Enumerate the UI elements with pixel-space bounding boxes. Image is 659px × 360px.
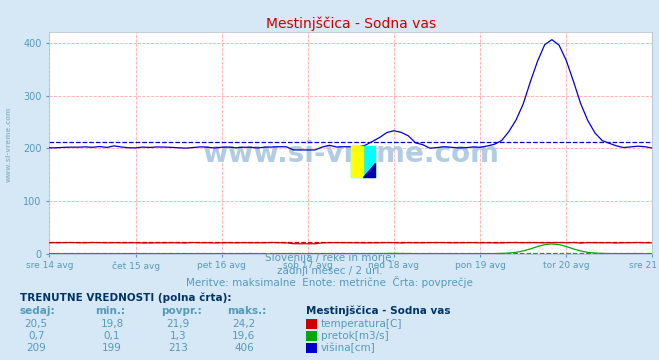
Text: 19,8: 19,8 <box>100 319 124 329</box>
Text: 20,5: 20,5 <box>24 319 48 329</box>
Polygon shape <box>363 163 375 177</box>
Text: 19,6: 19,6 <box>232 331 256 341</box>
Text: zadnji mesec / 2 uri.: zadnji mesec / 2 uri. <box>277 266 382 276</box>
Bar <box>351 146 363 177</box>
Text: višina[cm]: višina[cm] <box>321 343 376 354</box>
Text: www.si-vreme.com: www.si-vreme.com <box>202 140 500 168</box>
Text: 21,9: 21,9 <box>166 319 190 329</box>
Text: 0,1: 0,1 <box>103 331 121 341</box>
Text: 199: 199 <box>102 343 122 354</box>
Text: Slovenija / reke in morje.: Slovenija / reke in morje. <box>264 253 395 263</box>
Text: pretok[m3/s]: pretok[m3/s] <box>321 331 389 341</box>
Text: maks.:: maks.: <box>227 306 267 316</box>
Text: 0,7: 0,7 <box>28 331 45 341</box>
Text: sedaj:: sedaj: <box>20 306 55 316</box>
Text: 1,3: 1,3 <box>169 331 186 341</box>
Text: 406: 406 <box>234 343 254 354</box>
Text: www.si-vreme.com: www.si-vreme.com <box>5 106 11 182</box>
Text: 24,2: 24,2 <box>232 319 256 329</box>
Text: Mestinjščica - Sodna vas: Mestinjščica - Sodna vas <box>306 305 451 316</box>
Title: Mestinjščica - Sodna vas: Mestinjščica - Sodna vas <box>266 17 436 31</box>
Text: povpr.:: povpr.: <box>161 306 202 316</box>
Bar <box>351 146 375 177</box>
Text: min.:: min.: <box>96 306 126 316</box>
Text: Meritve: maksimalne  Enote: metrične  Črta: povprečje: Meritve: maksimalne Enote: metrične Črta… <box>186 276 473 288</box>
Text: TRENUTNE VREDNOSTI (polna črta):: TRENUTNE VREDNOSTI (polna črta): <box>20 292 231 303</box>
Text: 213: 213 <box>168 343 188 354</box>
Text: temperatura[C]: temperatura[C] <box>321 319 403 329</box>
Text: 209: 209 <box>26 343 46 354</box>
